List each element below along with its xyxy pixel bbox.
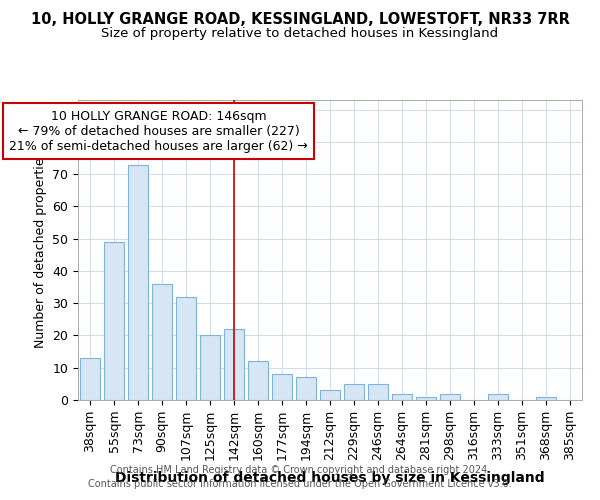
Text: 10 HOLLY GRANGE ROAD: 146sqm
← 79% of detached houses are smaller (227)
21% of s: 10 HOLLY GRANGE ROAD: 146sqm ← 79% of de… [9, 110, 308, 152]
Bar [392, 394, 412, 400]
Bar [248, 362, 268, 400]
X-axis label: Distribution of detached houses by size in Kessingland: Distribution of detached houses by size … [115, 472, 545, 486]
Bar [200, 336, 220, 400]
Bar [80, 358, 100, 400]
Bar [536, 397, 556, 400]
Bar [440, 394, 460, 400]
Bar [320, 390, 340, 400]
Bar [272, 374, 292, 400]
Bar [104, 242, 124, 400]
Y-axis label: Number of detached properties: Number of detached properties [34, 152, 47, 348]
Text: Size of property relative to detached houses in Kessingland: Size of property relative to detached ho… [101, 28, 499, 40]
Bar [368, 384, 388, 400]
Bar [416, 397, 436, 400]
Bar [224, 329, 244, 400]
Text: 10, HOLLY GRANGE ROAD, KESSINGLAND, LOWESTOFT, NR33 7RR: 10, HOLLY GRANGE ROAD, KESSINGLAND, LOWE… [31, 12, 569, 28]
Bar [128, 164, 148, 400]
Bar [488, 394, 508, 400]
Bar [296, 378, 316, 400]
Bar [176, 297, 196, 400]
Bar [152, 284, 172, 400]
Text: Contains HM Land Registry data © Crown copyright and database right 2024.
Contai: Contains HM Land Registry data © Crown c… [88, 465, 512, 489]
Bar [344, 384, 364, 400]
